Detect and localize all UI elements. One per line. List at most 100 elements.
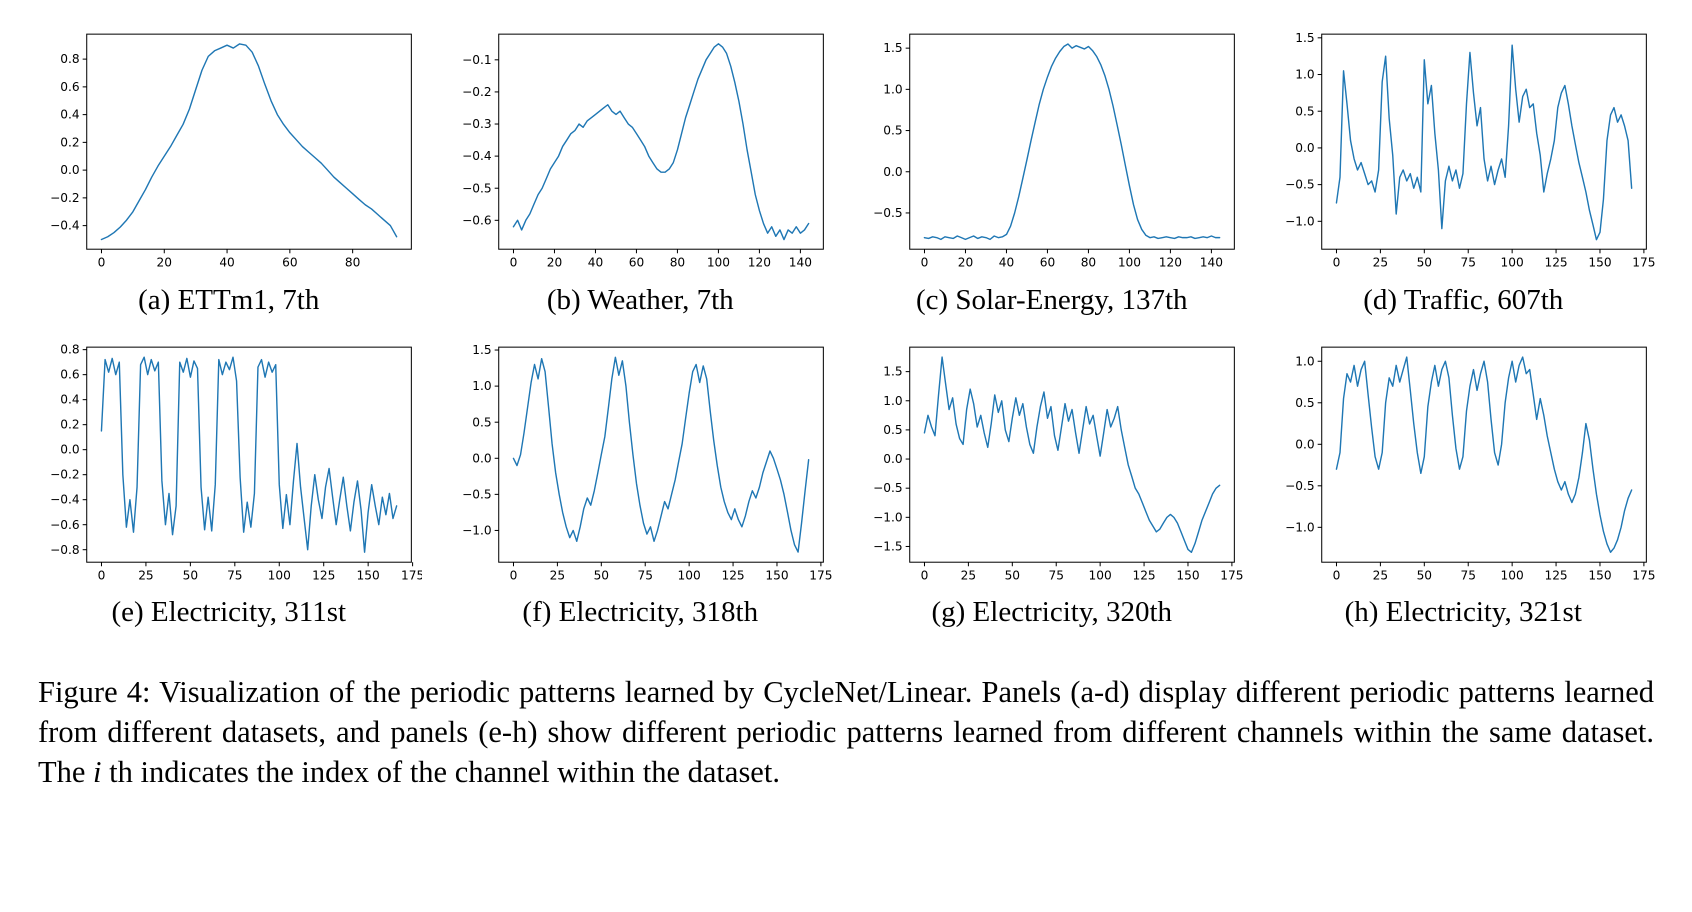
y-tick-label: 1.0 xyxy=(1295,354,1314,368)
y-tick-label: 0.8 xyxy=(60,52,79,66)
x-tick-label: 60 xyxy=(282,255,297,269)
chart-panel-g: 0 25 50 75 100 125 150 175 −1.5 −1.0 −0.5 0.0 0.5 1.0… xyxy=(859,336,1245,646)
figure-caption: Figure 4: Visualization of the periodic … xyxy=(38,673,1654,793)
x-tick-label: 50 xyxy=(183,568,198,582)
x-tick-label: 125 xyxy=(1132,568,1155,582)
x-tick-label: 100 xyxy=(268,568,291,582)
x-tick-label: 140 xyxy=(788,255,811,269)
y-tick-label: −1.0 xyxy=(873,510,903,524)
x-tick-label: 40 xyxy=(999,255,1014,269)
x-tick-label: 100 xyxy=(1500,255,1523,269)
y-tick-label: 0.5 xyxy=(883,124,902,138)
x-tick-label: 25 xyxy=(961,568,976,582)
line-chart-electricity-318: 0 25 50 75 100 125 150 175 −1.0 −0.5 0.0 0.5 1.0 1.5 xyxy=(447,336,833,593)
x-tick-label: 50 xyxy=(1416,568,1431,582)
y-tick-label: −0.5 xyxy=(462,181,492,195)
y-tick-label: 0.6 xyxy=(60,367,79,381)
y-tick-label: 0.5 xyxy=(1295,104,1314,118)
panel-caption-e: (e) Electricity, 311st xyxy=(111,596,347,629)
y-tick-label: −1.0 xyxy=(1285,520,1315,534)
y-tick-label: −0.4 xyxy=(50,492,80,506)
series-line xyxy=(100,43,398,241)
x-tick-label: 40 xyxy=(219,255,234,269)
x-tick-label: 0 xyxy=(921,568,929,582)
y-tick-label: −1.0 xyxy=(462,523,492,537)
series-line xyxy=(1335,356,1632,553)
y-tick-label: 1.0 xyxy=(883,82,902,96)
y-tick-label: 0.2 xyxy=(60,417,79,431)
x-tick-label: 75 xyxy=(1460,568,1475,582)
y-tick-label: −0.5 xyxy=(873,206,903,220)
plot-frame xyxy=(1320,33,1647,250)
y-tick-label: 1.0 xyxy=(1295,68,1314,82)
y-tick-label: 0.6 xyxy=(60,80,79,94)
plot-frame xyxy=(86,33,412,250)
x-tick-label: 20 xyxy=(157,255,172,269)
y-tick-label: 0.5 xyxy=(472,415,491,429)
y-tick-label: 0.0 xyxy=(60,163,79,177)
panel-caption-h: (h) Electricity, 321st xyxy=(1344,596,1582,629)
y-tick-label: 0.0 xyxy=(1295,141,1314,155)
y-tick-label: 1.5 xyxy=(1295,31,1314,45)
y-tick-label: −1.5 xyxy=(873,539,903,553)
panel-caption-a: (a) ETTm1, 7th xyxy=(138,283,320,316)
x-tick-label: 50 xyxy=(1005,568,1020,582)
x-tick-label: 100 xyxy=(1500,568,1523,582)
panel-caption-g: (g) Electricity, 320th xyxy=(931,596,1172,629)
x-tick-label: 120 xyxy=(747,255,770,269)
x-tick-label: 25 xyxy=(549,568,564,582)
x-tick-label: 175 xyxy=(401,568,422,582)
y-tick-label: 1.0 xyxy=(883,393,902,407)
x-tick-label: 120 xyxy=(1159,255,1182,269)
series-line xyxy=(512,43,809,241)
figure-caption-suffix: th indicates the index of the channel wi… xyxy=(101,755,780,790)
x-tick-label: 100 xyxy=(1118,255,1141,269)
y-tick-label: 0.4 xyxy=(60,108,80,122)
line-chart-electricity-311: 0 25 50 75 100 125 150 175 −0.8 −0.6 −0.4 −0.2 0.0 0.… xyxy=(36,336,422,593)
chart-panel-h: 0 25 50 75 100 125 150 175 −1.0 −0.5 0.0 0.5 1.0 (h)… xyxy=(1270,336,1656,646)
x-tick-label: 125 xyxy=(721,568,744,582)
x-tick-label: 0 xyxy=(98,568,106,582)
y-tick-label: 0.0 xyxy=(883,165,902,179)
plot-frame xyxy=(909,33,1235,250)
y-tick-label: −0.8 xyxy=(50,542,80,556)
y-tick-label: −0.3 xyxy=(462,117,492,131)
x-tick-label: 125 xyxy=(312,568,335,582)
x-tick-label: 150 xyxy=(357,568,380,582)
x-tick-label: 0 xyxy=(1332,568,1340,582)
panel-grid: 0 20 40 60 80 −0.4 −0.2 0.0 0.2 0.4 0.6 0.8 (a) ETT… xyxy=(36,24,1656,645)
chart-panel-c: 0 20 40 60 80 100 120 140 −0.5 0.0 0.5 1.0 1.5 (c) S… xyxy=(859,24,1245,333)
line-chart-electricity-321: 0 25 50 75 100 125 150 175 −1.0 −0.5 0.0 0.5 1.0 xyxy=(1270,336,1656,593)
y-tick-label: 1.5 xyxy=(883,41,902,55)
x-tick-label: 25 xyxy=(1372,568,1387,582)
series-line xyxy=(100,356,398,553)
x-tick-label: 0 xyxy=(921,255,929,269)
y-tick-label: −1.0 xyxy=(1285,214,1315,228)
x-tick-label: 80 xyxy=(345,255,360,269)
y-tick-label: 0.2 xyxy=(60,135,79,149)
series-line xyxy=(923,43,1221,241)
x-tick-label: 60 xyxy=(1040,255,1055,269)
y-tick-label: 1.5 xyxy=(472,343,491,357)
chart-panel-b: 0 20 40 60 80 100 120 140 −0.6 −0.5 −0.4 −0.3 −0.2 −0… xyxy=(447,24,833,333)
x-tick-label: 150 xyxy=(1588,255,1611,269)
line-chart-weather: 0 20 40 60 80 100 120 140 −0.6 −0.5 −0.4 −0.3 −0.2 −0… xyxy=(447,24,833,280)
y-tick-label: 0.0 xyxy=(472,451,491,465)
plot-frame xyxy=(497,346,824,563)
line-chart-electricity-320: 0 25 50 75 100 125 150 175 −1.5 −1.0 −0.5 0.0 0.5 1.0… xyxy=(859,336,1245,593)
y-tick-label: −0.1 xyxy=(462,53,492,67)
panel-caption-f: (f) Electricity, 318th xyxy=(522,596,759,629)
figure-container: 0 20 40 60 80 −0.4 −0.2 0.0 0.2 0.4 0.6 0.8 (a) ETT… xyxy=(36,24,1656,793)
figure-caption-prefix: Figure 4: Visualization of the periodic … xyxy=(38,675,1654,790)
x-tick-label: 75 xyxy=(1460,255,1475,269)
x-tick-label: 50 xyxy=(593,568,608,582)
x-tick-label: 175 xyxy=(1632,568,1655,582)
series-line xyxy=(512,356,809,553)
y-tick-label: 0.0 xyxy=(60,442,79,456)
x-tick-label: 100 xyxy=(706,255,729,269)
y-tick-label: −0.4 xyxy=(50,219,80,233)
panel-caption-c: (c) Solar-Energy, 137th xyxy=(915,283,1188,316)
series-line xyxy=(923,356,1221,553)
x-tick-label: 25 xyxy=(138,568,153,582)
y-tick-label: −0.2 xyxy=(50,467,80,481)
